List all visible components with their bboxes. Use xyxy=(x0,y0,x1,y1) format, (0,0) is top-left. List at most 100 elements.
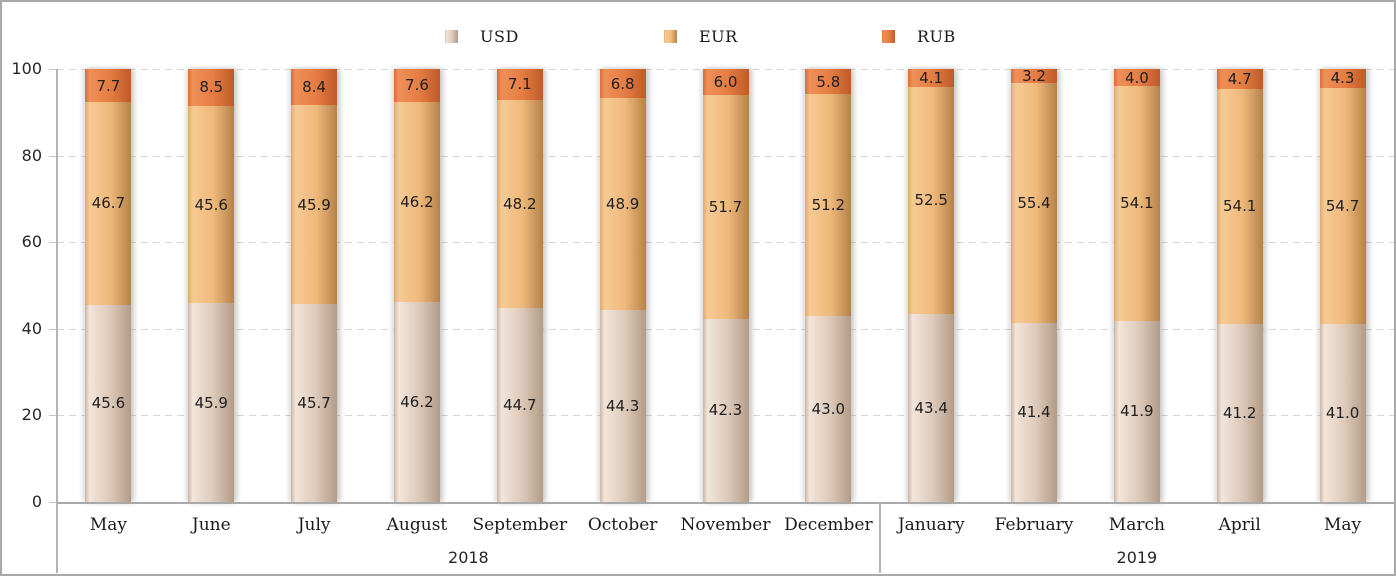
data-label-rub-2: 8.4 xyxy=(302,78,327,97)
data-label-usd-12: 41.0 xyxy=(1325,404,1360,423)
data-label-usd-11: 41.2 xyxy=(1223,403,1257,422)
year-label-2018: 2018 xyxy=(448,548,489,567)
y-axis-label-0: 0 xyxy=(31,492,42,511)
bar-september-4: 7.1 48.2 44.7 xyxy=(496,69,543,502)
y-tick-80 xyxy=(49,155,57,157)
segment-eur-7: 51.2 xyxy=(805,94,852,316)
segment-rub-4: 7.1 xyxy=(496,69,543,100)
x-axis-label-february-9: February xyxy=(994,515,1074,535)
segment-usd-0: 45.6 xyxy=(85,304,132,502)
segment-usd-1: 45.9 xyxy=(188,303,235,502)
x-axis-label-december-7: December xyxy=(784,515,873,535)
data-label-eur-2: 45.9 xyxy=(297,195,331,214)
data-label-rub-5: 6.8 xyxy=(610,74,635,93)
y-axis-line xyxy=(56,69,58,573)
eur-swatch-icon xyxy=(664,29,677,43)
segment-usd-4: 44.7 xyxy=(496,308,543,502)
bar-february-9: 3.2 55.4 41.4 xyxy=(1011,66,1058,502)
segment-usd-7: 43.0 xyxy=(805,315,852,502)
bar-october-5: 6.8 48.9 44.3 xyxy=(599,69,646,502)
data-label-usd-10: 41.9 xyxy=(1120,402,1154,421)
data-label-rub-8: 4.1 xyxy=(919,68,944,87)
legend-label-usd: USD xyxy=(480,26,519,46)
data-label-eur-3: 46.2 xyxy=(400,192,434,211)
data-label-eur-9: 55.4 xyxy=(1017,193,1051,212)
data-label-rub-11: 4.7 xyxy=(1227,70,1252,89)
bar-august-3: 7.6 46.2 46.2 xyxy=(393,69,440,502)
segment-rub-2: 8.4 xyxy=(291,69,338,106)
year-label-2019: 2019 xyxy=(1116,548,1158,567)
data-label-eur-4: 48.2 xyxy=(503,195,537,214)
x-axis-line xyxy=(57,502,1394,504)
segment-rub-9: 3.2 xyxy=(1011,66,1058,85)
x-axis-label-october-5: October xyxy=(587,515,658,535)
segment-rub-6: 6.0 xyxy=(702,69,749,95)
segment-usd-5: 44.3 xyxy=(599,310,646,502)
bar-june-1: 8.5 45.6 45.9 xyxy=(188,69,235,502)
data-label-rub-9: 3.2 xyxy=(1022,66,1046,85)
y-axis-label-60: 60 xyxy=(21,232,42,252)
bar-november-6: 6.0 51.7 42.3 xyxy=(702,69,749,502)
segment-eur-2: 45.9 xyxy=(291,105,338,305)
data-label-eur-0: 46.7 xyxy=(91,194,126,213)
segment-rub-10: 4.0 xyxy=(1113,69,1160,87)
year-divider-2019 xyxy=(878,502,881,573)
data-label-eur-6: 51.7 xyxy=(708,197,743,216)
legend-item-rub: RUB xyxy=(882,26,956,46)
segment-usd-3: 46.2 xyxy=(393,301,440,502)
data-label-usd-4: 44.7 xyxy=(503,396,537,415)
data-label-usd-3: 46.2 xyxy=(400,392,434,411)
bar-july-2: 8.4 45.9 45.7 xyxy=(291,69,338,502)
x-axis-label-march-10: March xyxy=(1108,515,1165,535)
segment-eur-10: 54.1 xyxy=(1113,86,1160,321)
segment-eur-8: 52.5 xyxy=(908,86,955,315)
usd-swatch-icon xyxy=(445,29,458,43)
y-axis-label-40: 40 xyxy=(21,318,42,338)
segment-rub-0: 7.7 xyxy=(85,69,132,103)
legend-label-eur: EUR xyxy=(699,26,738,46)
x-axis-label-june-1: June xyxy=(191,515,231,535)
bar-may-12: 4.3 54.7 41.0 xyxy=(1319,69,1366,502)
segment-usd-9: 41.4 xyxy=(1011,322,1058,502)
y-tick-100 xyxy=(49,69,57,70)
data-label-usd-6: 42.3 xyxy=(708,401,743,420)
data-label-usd-7: 43.0 xyxy=(811,399,846,418)
y-tick-60 xyxy=(49,242,57,244)
legend-label-rub: RUB xyxy=(917,26,956,46)
segment-rub-1: 8.5 xyxy=(188,69,235,106)
segment-usd-10: 41.9 xyxy=(1113,320,1160,502)
legend-item-usd: USD xyxy=(445,26,519,46)
data-label-rub-1: 8.5 xyxy=(199,78,224,97)
segment-rub-12: 4.3 xyxy=(1319,69,1366,88)
data-label-eur-12: 54.7 xyxy=(1325,197,1360,216)
data-label-rub-3: 7.6 xyxy=(405,76,429,95)
y-tick-0 xyxy=(49,502,57,503)
segment-rub-11: 4.7 xyxy=(1216,69,1263,90)
segment-eur-3: 46.2 xyxy=(393,101,440,302)
x-axis-label-august-3: August xyxy=(386,515,448,535)
segment-rub-8: 4.1 xyxy=(908,68,955,87)
data-label-rub-7: 5.8 xyxy=(816,72,841,91)
bar-april-11: 4.7 54.1 41.2 xyxy=(1216,69,1263,502)
segment-eur-9: 55.4 xyxy=(1011,82,1058,323)
segment-eur-1: 45.6 xyxy=(188,105,235,304)
segment-rub-5: 6.8 xyxy=(599,69,646,99)
x-axis-label-september-4: September xyxy=(472,515,568,535)
x-axis-label-july-2: July xyxy=(297,515,331,535)
data-label-eur-5: 48.9 xyxy=(605,195,640,214)
data-label-eur-7: 51.2 xyxy=(811,195,846,214)
y-axis-label-100: 100 xyxy=(11,59,42,78)
data-label-eur-1: 45.6 xyxy=(194,195,228,214)
legend-item-eur: EUR xyxy=(664,26,738,46)
bar-january-8: 4.1 52.5 43.4 xyxy=(908,68,955,502)
data-label-eur-8: 52.5 xyxy=(914,191,948,210)
segment-usd-11: 41.2 xyxy=(1216,323,1263,502)
x-axis-label-april-11: April xyxy=(1218,515,1261,535)
y-axis-label-80: 80 xyxy=(21,145,42,165)
data-label-rub-0: 7.7 xyxy=(96,76,121,95)
segment-rub-7: 5.8 xyxy=(805,69,852,95)
segment-rub-3: 7.6 xyxy=(393,69,440,102)
segment-eur-0: 46.7 xyxy=(85,102,132,305)
data-label-usd-0: 45.6 xyxy=(91,394,126,413)
